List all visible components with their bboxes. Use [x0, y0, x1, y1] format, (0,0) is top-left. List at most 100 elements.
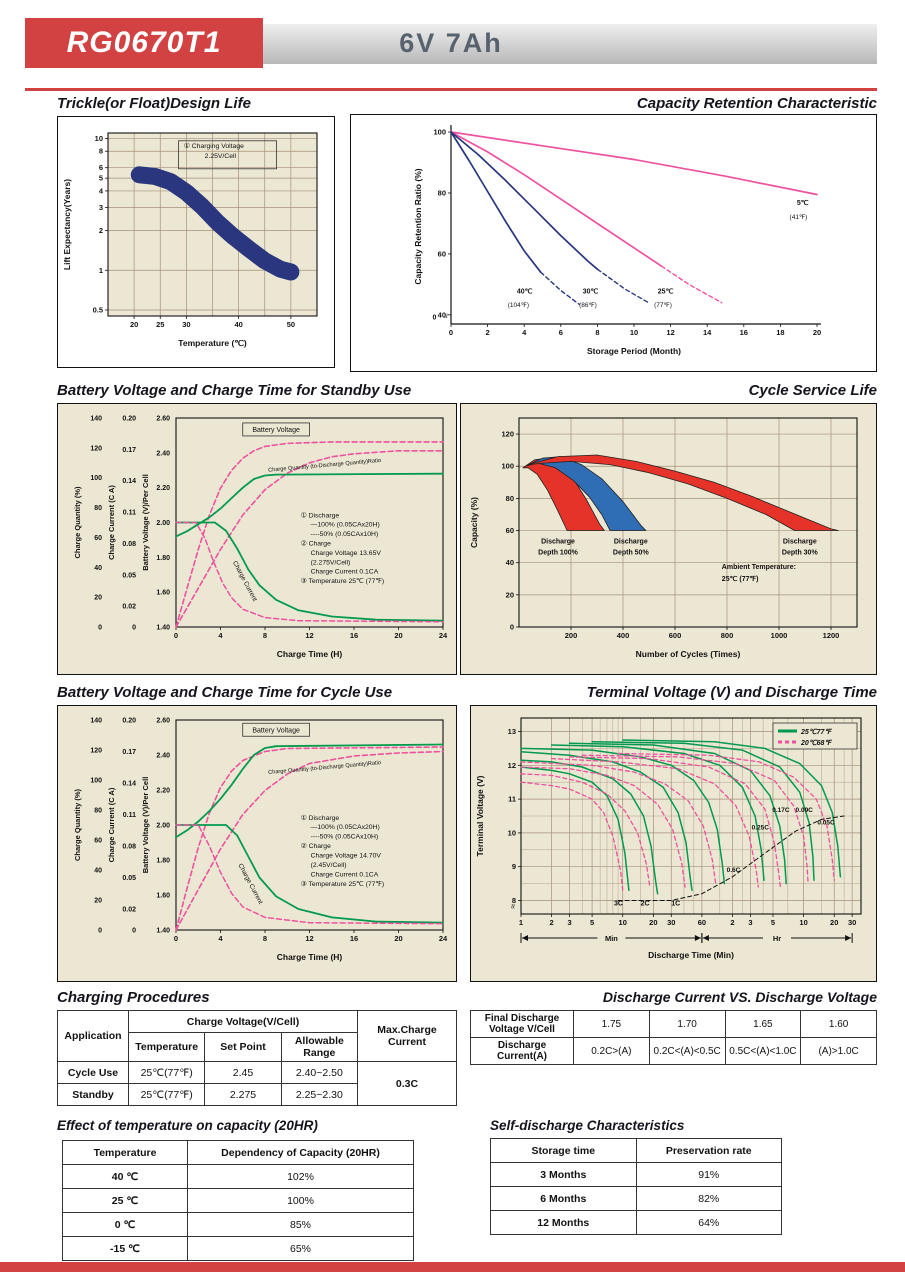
svg-text:2C: 2C	[641, 901, 650, 908]
capacity-retention-chart: 0 2 4 6 8 10 12 14 16 18 20 40 60 80 100 Storage Period…	[351, 115, 876, 371]
svg-text:2.60: 2.60	[156, 416, 170, 423]
svg-text:30: 30	[848, 918, 856, 927]
svg-text:Charge Current 0.1CA: Charge Current 0.1CA	[311, 569, 379, 576]
discharge-final-voltage-4: 1.60	[800, 1010, 877, 1038]
svg-text:2.25V/Cell: 2.25V/Cell	[205, 153, 237, 160]
svg-text:0.20: 0.20	[122, 718, 136, 725]
svg-text:80: 80	[438, 188, 446, 197]
discharge-final-voltage-1: 1.75	[573, 1010, 650, 1038]
charging-header-voltage: Charge Voltage(V/Cell)	[128, 1010, 358, 1033]
svg-text:(2.45V/Cell): (2.45V/Cell)	[311, 862, 347, 869]
charging-procedures-table: Application Charge Voltage(V/Cell) Max.C…	[57, 1010, 457, 1106]
svg-text:Depth 30%: Depth 30%	[782, 550, 819, 557]
svg-text:24: 24	[439, 934, 448, 943]
svg-text:40: 40	[94, 868, 102, 875]
svg-text:1.60: 1.60	[156, 590, 170, 597]
svg-text:4: 4	[99, 186, 104, 195]
svg-text:20: 20	[94, 898, 102, 905]
svg-text:0: 0	[98, 928, 102, 935]
svg-text:0.05C: 0.05C	[817, 819, 835, 826]
svg-text:Storage Period (Month): Storage Period (Month)	[587, 346, 681, 356]
svg-text:0: 0	[432, 314, 436, 321]
svg-text:0.09C: 0.09C	[796, 807, 814, 814]
svg-text:40: 40	[234, 320, 242, 329]
svg-text:80: 80	[94, 808, 102, 815]
charging-standby-temp: 25℃(77℉)	[127, 1083, 206, 1106]
svg-text:6: 6	[559, 328, 563, 337]
temp-effect-value-minus15c: 65%	[187, 1236, 414, 1261]
svg-text:5: 5	[99, 174, 103, 183]
svg-text:400: 400	[617, 631, 630, 640]
svg-text:60: 60	[94, 838, 102, 845]
svg-text:200: 200	[565, 631, 578, 640]
section-title-self-discharge: Self-discharge Characteristics	[490, 1118, 685, 1133]
model-number-banner: RG0670T1	[25, 18, 263, 68]
svg-text:8: 8	[263, 934, 267, 943]
charging-standby-setpoint: 2.275	[204, 1083, 282, 1106]
svg-text:20℃68℉: 20℃68℉	[800, 739, 832, 747]
svg-text:0: 0	[449, 328, 453, 337]
svg-text:≈: ≈	[441, 313, 451, 318]
svg-text:0.6C: 0.6C	[727, 867, 741, 874]
svg-text:6: 6	[99, 163, 103, 172]
terminal-voltage-chart: 1 2 3 5 10 20 30 60 2 3 5 10 20 30 8 9 10 11 12 13 Discharge…	[471, 706, 876, 981]
svg-text:40: 40	[506, 558, 514, 567]
footer-bar	[0, 1262, 905, 1272]
svg-text:1.40: 1.40	[156, 625, 170, 632]
svg-text:Charge Time (H): Charge Time (H)	[277, 649, 343, 659]
svg-text:100: 100	[501, 462, 514, 471]
svg-text:20: 20	[394, 631, 402, 640]
svg-text:140: 140	[90, 416, 102, 423]
svg-text:0: 0	[510, 623, 514, 632]
svg-text:(41℉): (41℉)	[790, 214, 808, 221]
temp-effect-value-0c: 85%	[187, 1212, 414, 1237]
svg-text:2.60: 2.60	[156, 718, 170, 725]
svg-text:Capacity (%): Capacity (%)	[469, 497, 479, 548]
svg-text:25℃ (77℉): 25℃ (77℉)	[722, 575, 759, 583]
svg-text:2.20: 2.20	[156, 485, 170, 492]
section-title-cycle-use: Battery Voltage and Charge Time for Cycl…	[57, 684, 393, 701]
header-rule	[25, 88, 877, 91]
temp-effect-table: Temperature Dependency of Capacity (20HR…	[62, 1140, 414, 1261]
svg-text:③ Temperature 25℃ (77℉): ③ Temperature 25℃ (77℉)	[301, 880, 385, 888]
svg-text:20: 20	[394, 934, 402, 943]
svg-text:60: 60	[438, 249, 446, 258]
svg-text:0: 0	[98, 625, 102, 632]
svg-text:24: 24	[439, 631, 448, 640]
discharge-final-voltage-3: 1.65	[724, 1010, 802, 1038]
svg-text:140: 140	[90, 718, 102, 725]
svg-text:120: 120	[90, 748, 102, 755]
temp-effect-row-0c: 0 ℃	[62, 1212, 188, 1237]
charging-cycle-setpoint: 2.45	[204, 1061, 282, 1084]
svg-text:Battery Voltage: Battery Voltage	[252, 727, 300, 734]
discharge-current-range-1: 0.2C>(A)	[573, 1037, 650, 1065]
svg-text:800: 800	[721, 631, 734, 640]
discharge-voltage-table: Final Discharge Voltage V/Cell 1.75 1.70…	[470, 1010, 877, 1065]
charging-row-cycle-use: Cycle Use	[57, 1061, 129, 1084]
svg-text:9: 9	[512, 862, 516, 871]
standby-charge-chart-panel: 0 4 8 12 16 20 24 1.40 1.60 1.80 2.00 2.20 2.40 2.60 B…	[57, 403, 457, 675]
svg-text:25℃77℉: 25℃77℉	[800, 728, 832, 736]
self-discharge-value-3months: 91%	[635, 1162, 782, 1187]
svg-text:Charge Voltage 13.65V: Charge Voltage 13.65V	[311, 550, 382, 557]
svg-text:0.08: 0.08	[122, 541, 136, 548]
svg-text:Capacity Retention Ratio (%): Capacity Retention Ratio (%)	[413, 168, 423, 284]
svg-text:—100% (0.05CAx20H): —100% (0.05CAx20H)	[311, 824, 380, 831]
svg-text:Charge Voltage 14.70V: Charge Voltage 14.70V	[311, 853, 382, 860]
svg-text:1.60: 1.60	[156, 893, 170, 900]
svg-text:16: 16	[350, 934, 358, 943]
svg-text:2: 2	[550, 918, 554, 927]
svg-text:0.08: 0.08	[122, 844, 136, 851]
charging-max-current-value: 0.3C	[357, 1061, 457, 1106]
cycle-service-life-chart: 200 400 600 800 1000 1200 0 20 40 60 80 100 120 Numbe…	[461, 404, 876, 674]
svg-text:20: 20	[506, 590, 514, 599]
svg-text:2.20: 2.20	[156, 788, 170, 795]
charging-header-application: Application	[57, 1010, 129, 1062]
svg-text:100: 100	[433, 128, 446, 137]
svg-text:600: 600	[669, 631, 682, 640]
svg-text:2.00: 2.00	[156, 823, 170, 830]
svg-text:120: 120	[501, 430, 514, 439]
svg-text:8: 8	[595, 328, 599, 337]
section-title-design-life: Trickle(or Float)Design Life	[57, 95, 251, 112]
terminal-voltage-chart-panel: 1 2 3 5 10 20 30 60 2 3 5 10 20 30 8 9 10 11 12 13 Discharge…	[470, 705, 877, 982]
